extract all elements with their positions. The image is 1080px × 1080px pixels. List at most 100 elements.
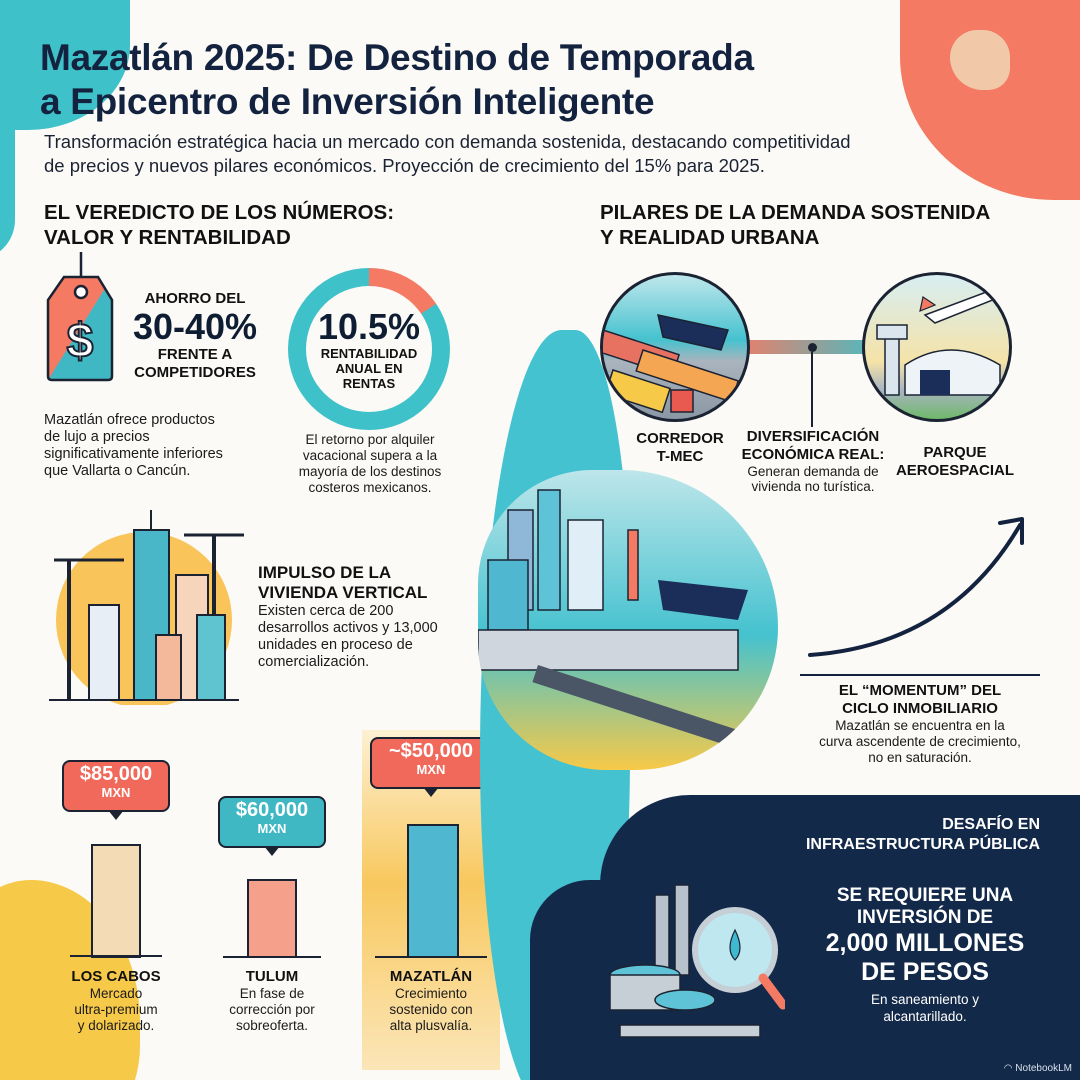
desc-line: de lujo a precios — [44, 429, 150, 445]
vertical-housing-text: IMPULSO DE LA VIVIENDA VERTICAL Existen … — [258, 563, 478, 671]
stat-value: 30-40% — [132, 306, 258, 347]
heading-line: PILARES DE LA DEMANDA SOSTENIDA — [600, 201, 991, 224]
city-name: MAZATLÁN — [389, 968, 473, 985]
desc-line: no en saturación. — [868, 750, 972, 765]
savings-stat: AHORRO DEL 30-40% FRENTE A COMPETIDORES — [120, 290, 270, 382]
requirement-line: INVERSIÓN DE — [856, 907, 994, 928]
heading-line: CICLO INMOBILIARIO — [842, 700, 998, 717]
rental-description: El retorno por alquiler vacacional super… — [270, 432, 470, 496]
city-card-tulum: TULUM En fase de corrección por sobreofe… — [204, 968, 340, 1034]
stat-label: RENTAS — [342, 375, 396, 391]
stat-label: COMPETIDORES — [134, 364, 256, 381]
pillar-label: CORREDOR — [636, 430, 724, 447]
desc-line: Mazatlán se encuentra en la — [835, 718, 1005, 733]
page-subtitle: Transformación estratégica hacia un merc… — [44, 130, 944, 178]
city-desc: alta plusvalía. — [389, 1018, 473, 1033]
pillar-label: PARQUE — [923, 444, 987, 461]
city-name: TULUM — [245, 968, 299, 985]
section-heading-values: EL VEREDICTO DE LOS NÚMEROS: VALOR Y REN… — [44, 200, 394, 250]
city-card-los-cabos: LOS CABOS Mercado ultra-premium y dolari… — [48, 968, 184, 1034]
heading-line: EL “MOMENTUM” DEL — [838, 682, 1002, 699]
aerospace-park-icon — [862, 272, 1012, 422]
desc-line: El retorno por alquiler — [305, 432, 435, 447]
heading-line: IMPULSO DE LA — [258, 563, 392, 582]
price-currency: MXN — [257, 821, 287, 836]
heading-line: DESAFÍO EN — [942, 816, 1040, 833]
heading-line: VIVIENDA VERTICAL — [258, 583, 428, 602]
city-desc: sobreoferta. — [235, 1018, 309, 1033]
city-desc: En fase de — [239, 986, 305, 1001]
section-heading-pillars: PILARES DE LA DEMANDA SOSTENIDA Y REALID… — [600, 200, 990, 250]
stat-label: RENTABILIDAD — [320, 345, 418, 361]
price-bubble-tulum: $60,000 MXN — [218, 796, 326, 856]
skyline-cranes-icon — [44, 505, 244, 708]
price-bubble-mazatlan: ~$50,000 MXN — [370, 737, 492, 797]
investment-amount: DE PESOS — [861, 958, 989, 986]
connector-dot — [808, 343, 817, 352]
desc-line: desarrollos activos y 13,000 — [258, 620, 438, 636]
city-card-mazatlan: MAZATLÁN Crecimiento sostenido con alta … — [362, 968, 500, 1034]
city-desc: Mercado — [89, 986, 143, 1001]
infrastructure-requirement: SE REQUIERE UNA INVERSIÓN DE 2,000 MILLO… — [790, 885, 1060, 1025]
title-line: a Epicentro de Inversión Inteligente — [40, 81, 655, 122]
price-bubble-los-cabos: $85,000 MXN — [62, 760, 170, 820]
stat-label: AHORRO DEL — [144, 290, 246, 307]
city-desc: ultra-premium — [74, 1002, 158, 1017]
pillar-desc: vivienda no turística. — [751, 479, 875, 494]
subtitle-line: de precios y nuevos pilares económicos. … — [44, 155, 765, 176]
city-desc: sostenido con — [389, 1002, 473, 1017]
city-name: LOS CABOS — [71, 968, 161, 985]
building-icon-tulum — [218, 870, 326, 960]
heading-line: EL VEREDICTO DE LOS NÚMEROS: — [44, 201, 395, 224]
pillar-label: DIVERSIFICACIÓN — [746, 428, 880, 445]
pillar-label: T-MEC — [656, 448, 704, 465]
title-line: Mazatlán 2025: De Destino de Temporada — [40, 37, 754, 78]
desc-line: alcantarillado. — [883, 1009, 967, 1024]
momentum-text: EL “MOMENTUM” DEL CICLO INMOBILIARIO Maz… — [795, 682, 1045, 766]
pillar-label: AEROESPACIAL — [895, 462, 1015, 479]
growth-arrow-icon — [795, 505, 1040, 685]
building-icon-mazatlan — [370, 815, 492, 960]
price-currency: MXN — [101, 785, 131, 800]
desc-line: En saneamiento y — [870, 992, 980, 1007]
pillar-label-diversification: DIVERSIFICACIÓN ECONÓMICA REAL: Generan … — [728, 428, 898, 494]
rental-stat: 10.5% RENTABILIDAD ANUAL EN RENTAS — [306, 286, 432, 412]
desc-line: costeros mexicanos. — [308, 480, 432, 495]
desc-line: vacacional supera a la — [302, 448, 438, 463]
notebooklm-watermark: ◠ NotebookLM — [1004, 1063, 1072, 1074]
price-currency: MXN — [416, 762, 446, 777]
requirement-line: SE REQUIERE UNA — [836, 885, 1014, 906]
pillar-label: ECONÓMICA REAL: — [741, 446, 885, 463]
heading-line: VALOR Y RENTABILIDAD — [44, 226, 291, 249]
price-value: $85,000 — [79, 763, 153, 785]
desc-line: Existen cerca de 200 — [258, 603, 394, 619]
desc-line: comercialización. — [258, 654, 370, 670]
desc-line: significativamente inferiores — [44, 446, 223, 462]
desc-line: Mazatlán ofrece productos — [44, 412, 215, 428]
investment-amount: 2,000 MILLONES — [825, 929, 1025, 957]
svg-text:$: $ — [67, 315, 94, 368]
notebooklm-logo-icon: ◠ — [1003, 1063, 1016, 1074]
desc-line: curva ascendente de crecimiento, — [819, 734, 1021, 749]
heading-line: INFRAESTRUCTURA PÚBLICA — [805, 836, 1040, 853]
subtitle-line: Transformación estratégica hacia un merc… — [44, 131, 851, 152]
pillar-desc: Generan demanda de — [747, 464, 879, 479]
port-city-illustration — [478, 470, 778, 770]
city-desc: Crecimiento — [394, 986, 468, 1001]
donut-ring-icon: 10.5% RENTABILIDAD ANUAL EN RENTAS — [288, 268, 450, 430]
water-infrastructure-icon — [605, 865, 788, 1045]
price-value: ~$50,000 — [389, 740, 473, 762]
pillar-label-trade-corridor: CORREDOR T-MEC — [620, 430, 740, 466]
building-icon-los-cabos — [62, 835, 170, 960]
infrastructure-heading: DESAFÍO EN INFRAESTRUCTURA PÚBLICA — [760, 815, 1040, 855]
decorative-peach-blob — [950, 30, 1010, 90]
watermark-text: NotebookLM — [1015, 1063, 1072, 1074]
desc-line: que Vallarta o Cancún. — [44, 463, 191, 479]
savings-description: Mazatlán ofrece productos de lujo a prec… — [44, 412, 284, 480]
heading-line: Y REALIDAD URBANA — [600, 226, 820, 249]
price-value: $60,000 — [235, 799, 309, 821]
desc-line: unidades en proceso de — [258, 637, 413, 653]
trade-corridor-icon — [600, 272, 750, 422]
page-title: Mazatlán 2025: De Destino de Temporada a… — [40, 36, 1000, 124]
stat-label: FRENTE A — [157, 346, 233, 363]
